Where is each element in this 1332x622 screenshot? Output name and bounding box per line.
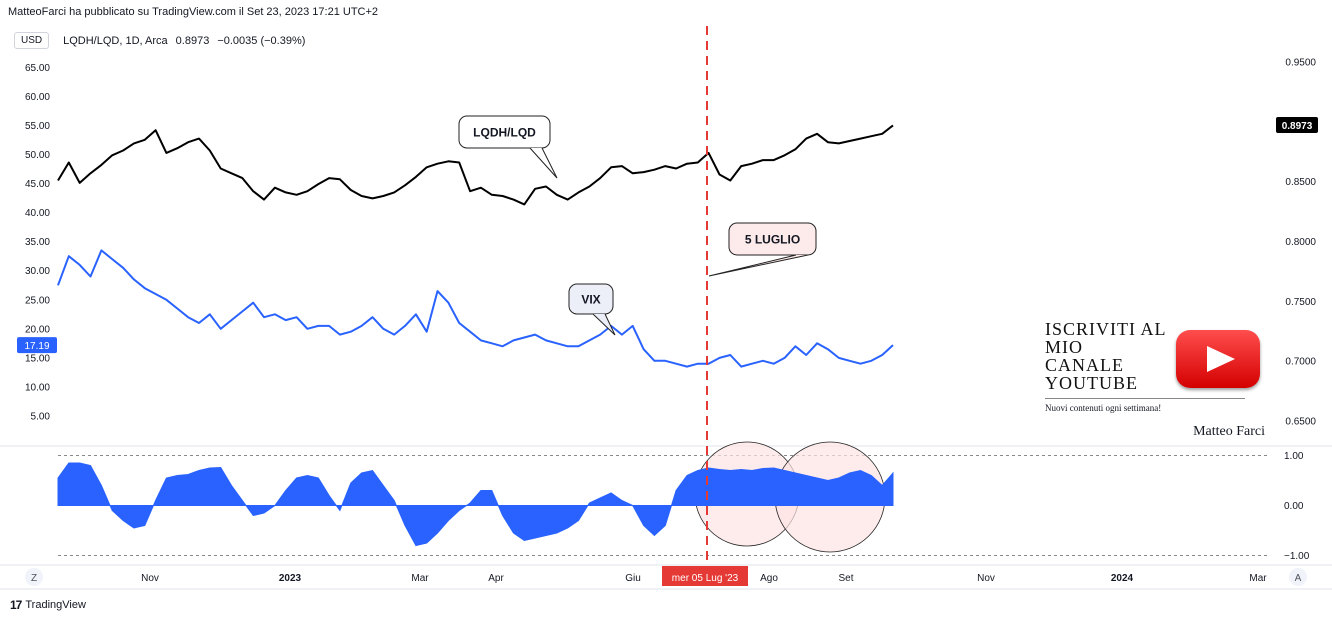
vix-callout-label: VIX <box>581 293 600 307</box>
indicator-axis-tick-label: 0.00 <box>1284 501 1304 512</box>
legend-change: −0.0035 (−0.39%) <box>217 34 306 47</box>
legend-value: 0.8973 <box>175 34 210 47</box>
lqd-callout-pointer <box>529 147 558 179</box>
zoom-left-label: Z <box>31 573 37 584</box>
left-axis-tick-label: 25.00 <box>25 295 50 306</box>
promo-author: Matteo Farci <box>1193 424 1265 439</box>
indicator-axis-tick-label: −1.00 <box>1284 551 1310 562</box>
last-value-left: 17.19 <box>24 341 49 352</box>
crosshair-date-badge <box>662 566 748 586</box>
time-axis-tick-label: Nov <box>141 573 159 584</box>
left-axis-tick-label: 50.00 <box>25 150 50 161</box>
series-legend: USD LQDH/LQD, 1D, Arca 0.8973 −0.0035 (−… <box>14 32 305 49</box>
zoom-left-button <box>25 568 43 586</box>
zoom-right-button <box>1289 568 1307 586</box>
legend-symbol[interactable]: LQDH/LQD, 1D, Arca <box>63 34 168 47</box>
date-callout-label: 5 LUGLIO <box>745 233 800 247</box>
left-axis-tick-label: 45.00 <box>25 179 50 190</box>
left-axis-tick-label: 10.00 <box>25 382 50 393</box>
last-value-right: 0.8973 <box>1282 121 1313 132</box>
vix-callout-box <box>568 283 614 315</box>
left-axis-tick-label: 60.00 <box>25 92 50 103</box>
time-axis-tick-label: 2023 <box>279 573 302 584</box>
date-callout-box <box>728 222 817 256</box>
right-axis-tick-label: 0.8000 <box>1285 237 1316 248</box>
lqd-callout-label: LQDH/LQD <box>473 126 536 140</box>
time-axis-tick-label: Mar <box>411 573 429 584</box>
date-callout-pointer <box>708 254 809 277</box>
right-axis-tick-label: 0.7000 <box>1285 357 1316 368</box>
currency-button[interactable]: USD <box>14 32 50 49</box>
publish-header: MatteoFarci ha pubblicato su TradingView… <box>8 6 379 18</box>
lqd-callout-box <box>458 115 551 149</box>
left-axis-tick-label: 35.00 <box>25 237 50 248</box>
lqdh-lqd-line <box>57 124 894 206</box>
time-axis-tick-label: Ago <box>760 573 778 584</box>
tradingview-logo-icon: 17 <box>10 598 22 612</box>
time-axis-tick-label: Giu <box>625 573 641 584</box>
left-axis-tick-label: 55.00 <box>25 121 50 132</box>
indicator-axis-tick-label: 1.00 <box>1284 451 1304 462</box>
time-axis-tick-label: Set <box>838 573 853 584</box>
time-axis-tick-label: Mar <box>1249 573 1267 584</box>
last-value-badge-left <box>17 337 57 354</box>
left-axis-tick-label: 40.00 <box>25 208 50 219</box>
left-axis-tick-label: 15.00 <box>25 353 50 364</box>
time-axis-tick-label: Nov <box>977 573 995 584</box>
time-axis-tick-label: 2024 <box>1111 573 1134 584</box>
crosshair-date-label: mer 05 Lug '23 <box>672 573 739 584</box>
left-axis-tick-label: 30.00 <box>25 266 50 277</box>
left-axis-tick-label: 20.00 <box>25 324 50 335</box>
vix-line <box>57 249 894 368</box>
right-axis-tick-label: 0.6500 <box>1285 417 1316 428</box>
youtube-play-icon[interactable] <box>1176 330 1260 388</box>
footer-brand: TradingView <box>25 599 86 611</box>
zoom-right-label: A <box>1295 573 1302 584</box>
time-axis-tick-label: Apr <box>488 573 504 584</box>
correlation-area <box>57 462 894 547</box>
left-axis-tick-label: 65.00 <box>25 63 50 74</box>
right-axis-tick-label: 0.7500 <box>1285 297 1316 308</box>
promo-title: ISCRIVITI AL MIO CANALE YOUTUBE <box>1045 319 1167 393</box>
youtube-promo[interactable]: ISCRIVITI AL MIO CANALE YOUTUBE Nuovi co… <box>1045 320 1265 440</box>
promo-subtitle: Nuovi contenuti ogni settimana! <box>1045 398 1245 413</box>
left-axis-tick-label: 5.00 <box>31 411 51 422</box>
vix-callout-pointer <box>592 313 616 336</box>
footer[interactable]: 17 TradingView <box>10 598 86 612</box>
last-value-badge-right <box>1276 117 1318 134</box>
right-axis-tick-label: 0.9500 <box>1285 57 1316 68</box>
right-axis-tick-label: 0.8500 <box>1285 177 1316 188</box>
